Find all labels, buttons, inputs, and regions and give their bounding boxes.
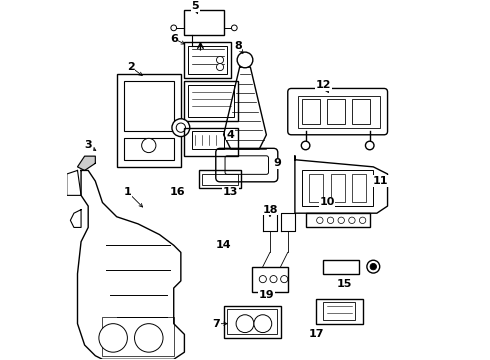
Text: 1: 1 (123, 187, 131, 197)
Circle shape (217, 57, 223, 63)
Bar (188, 46, 227, 74)
Bar (184, 128, 238, 156)
Circle shape (281, 275, 288, 283)
Text: 12: 12 (316, 80, 331, 90)
Bar (188, 85, 234, 117)
Bar (323, 260, 359, 274)
Bar (202, 174, 238, 185)
Circle shape (367, 260, 380, 273)
Bar (184, 42, 231, 78)
Text: 8: 8 (234, 41, 242, 51)
Bar (124, 138, 174, 160)
Bar (227, 309, 277, 334)
Bar (316, 299, 363, 324)
Text: 13: 13 (223, 187, 239, 197)
Circle shape (259, 275, 267, 283)
Bar (192, 131, 223, 149)
Text: 6: 6 (170, 33, 178, 44)
Bar (124, 81, 174, 131)
Bar (184, 81, 238, 121)
Bar (198, 170, 242, 188)
Text: 3: 3 (84, 140, 92, 150)
Bar (352, 174, 366, 202)
Text: 18: 18 (262, 204, 278, 215)
Bar (298, 96, 380, 128)
Text: 2: 2 (127, 62, 135, 72)
Text: 9: 9 (273, 158, 281, 168)
Bar (323, 302, 355, 320)
Circle shape (327, 217, 334, 224)
Text: 15: 15 (337, 279, 352, 289)
Circle shape (338, 217, 344, 224)
Bar (223, 306, 281, 338)
Circle shape (359, 217, 366, 224)
Text: 17: 17 (309, 329, 324, 339)
Text: 10: 10 (319, 198, 335, 207)
Circle shape (366, 141, 374, 150)
Text: 7: 7 (213, 319, 220, 329)
Text: 14: 14 (216, 240, 231, 250)
Bar (309, 174, 323, 202)
Circle shape (236, 315, 254, 333)
Bar (302, 170, 373, 206)
Text: 4: 4 (227, 130, 235, 140)
Circle shape (349, 217, 355, 224)
Bar (327, 99, 345, 124)
Circle shape (171, 25, 176, 31)
Circle shape (237, 52, 253, 68)
Bar (331, 174, 345, 202)
Circle shape (176, 123, 186, 132)
Bar (252, 267, 288, 292)
Bar (117, 74, 181, 167)
Circle shape (270, 275, 277, 283)
Bar (306, 213, 370, 228)
Circle shape (142, 138, 156, 153)
Circle shape (135, 324, 163, 352)
Bar (102, 316, 174, 356)
Circle shape (301, 141, 310, 150)
Bar (302, 99, 320, 124)
Circle shape (231, 25, 237, 31)
Circle shape (254, 315, 272, 333)
Bar (184, 10, 223, 35)
Circle shape (99, 324, 127, 352)
Circle shape (217, 63, 223, 71)
Circle shape (370, 264, 376, 270)
Circle shape (172, 119, 190, 136)
Text: 11: 11 (373, 176, 388, 186)
Text: 19: 19 (259, 290, 274, 300)
Circle shape (317, 217, 323, 224)
Polygon shape (77, 156, 96, 170)
Text: 5: 5 (191, 1, 199, 12)
Bar (352, 99, 370, 124)
Text: 16: 16 (170, 187, 185, 197)
